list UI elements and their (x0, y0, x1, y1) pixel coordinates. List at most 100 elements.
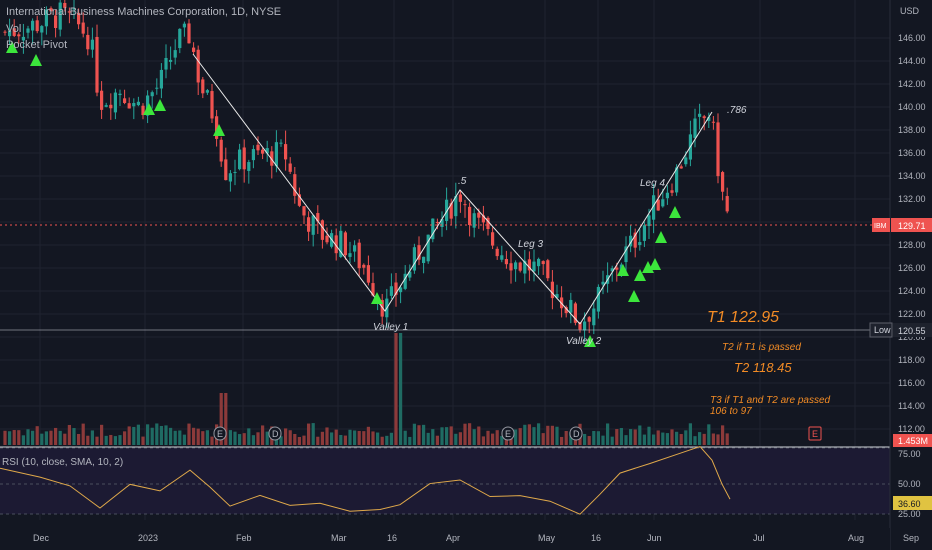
candle-body (449, 203, 453, 219)
leg-3-label: Leg 3 (518, 239, 543, 250)
volume-bar (325, 427, 329, 445)
volume-bar (422, 424, 426, 445)
price-axis[interactable]: USD 146.00 144.00 142.00 140.00 138.00 136.00 1… (889, 0, 932, 550)
candle-body (164, 57, 168, 70)
candle-body (366, 265, 370, 283)
candle-body (339, 230, 343, 257)
candle-body (95, 36, 99, 93)
candle-body (67, 11, 71, 13)
volume-bar (307, 423, 311, 445)
candle-body (54, 15, 58, 28)
volume-bar (647, 426, 651, 445)
volume-bar (311, 423, 315, 445)
candle-body (155, 87, 159, 89)
candle-body (408, 271, 412, 278)
candle-body (587, 317, 591, 322)
candle-body (113, 92, 117, 113)
volume-bar (477, 426, 481, 445)
event-marker-box (213, 426, 227, 441)
candle-body (261, 149, 265, 154)
candle-body (596, 286, 600, 312)
svg-text:36.60: 36.60 (898, 499, 921, 509)
volume-bar (155, 423, 159, 445)
candle-body (44, 9, 48, 27)
chart-title: International Business Machines Corporat… (6, 6, 281, 18)
volume-bar (21, 435, 25, 445)
rsi-pane[interactable]: RSI (10, close, SMA, 10, 2) (0, 445, 890, 515)
volume-bar (242, 433, 246, 445)
pocket-pivot-marker (617, 264, 629, 276)
volume-bar (472, 429, 476, 445)
candle-body (380, 300, 384, 317)
candle-body (109, 104, 113, 109)
candle-body (514, 262, 518, 270)
candle-body (495, 248, 499, 257)
volume-bar (348, 429, 352, 445)
pocket-pivot-marker (634, 269, 646, 281)
volume-bar (233, 431, 237, 445)
last-price-badge: IBM 129.71 (872, 218, 932, 232)
event-marker-box (808, 426, 822, 441)
volume-bar (192, 427, 196, 445)
candle-body (550, 281, 554, 299)
candle-body (12, 28, 16, 36)
volume-bar (495, 430, 499, 445)
volume-bar (707, 424, 711, 445)
candle-body (178, 28, 182, 49)
candle-body (72, 8, 76, 10)
pocket-pivot-marker (6, 41, 18, 53)
volume-bar (187, 423, 191, 445)
volume-bar (371, 431, 375, 445)
volume-bar (26, 429, 30, 445)
volume-bar (224, 393, 228, 445)
volume-bar (601, 435, 605, 445)
volume-bar (150, 427, 154, 445)
volume-bar (357, 430, 361, 445)
candle-body (725, 196, 729, 212)
volume-bar (63, 433, 67, 445)
price-tick: 146.00 (898, 33, 926, 43)
volume-bar (380, 436, 384, 445)
candle-body (624, 246, 628, 263)
candle-body (711, 121, 715, 123)
candle-body (652, 195, 656, 220)
pocket-pivot-marker (213, 124, 225, 136)
volume-bar (454, 433, 458, 445)
currency-label: USD (900, 6, 920, 16)
valley-1-label: Valley 1 (373, 322, 408, 333)
candle-body (233, 171, 237, 173)
candle-body (136, 101, 140, 106)
volume-bar (320, 431, 324, 445)
candle-body (17, 34, 21, 37)
volume-bar (339, 434, 343, 445)
volume-bar (481, 436, 485, 445)
volume-bar (238, 434, 242, 445)
vol-label: Vol (6, 23, 21, 35)
candle-body (702, 116, 706, 119)
candle-body (523, 260, 527, 274)
volume-bar (716, 434, 720, 445)
volume-bar (661, 432, 665, 445)
volume-bar (675, 431, 679, 445)
candle-body (297, 194, 301, 206)
volume-bar (178, 430, 182, 445)
candle-body (399, 287, 403, 293)
volume-bar (113, 436, 117, 445)
volume-bar (500, 436, 504, 445)
volume-bar (136, 424, 140, 445)
candle-body (491, 232, 495, 246)
volume-bar (560, 436, 564, 445)
volume-bar (624, 435, 628, 445)
candle-body (592, 308, 596, 326)
time-tick: Dec (33, 533, 50, 543)
volume-bar (104, 435, 108, 445)
volume-bar (3, 430, 7, 445)
candle-body (426, 234, 430, 262)
event-marker: E (812, 429, 818, 439)
volume-bar (555, 426, 559, 445)
time-axis[interactable]: Dec 2023 Feb Mar 16 Apr May 16 Jun Jul Aug Sep (0, 528, 919, 550)
volume-bar (541, 433, 545, 445)
volume-bar (652, 434, 656, 445)
